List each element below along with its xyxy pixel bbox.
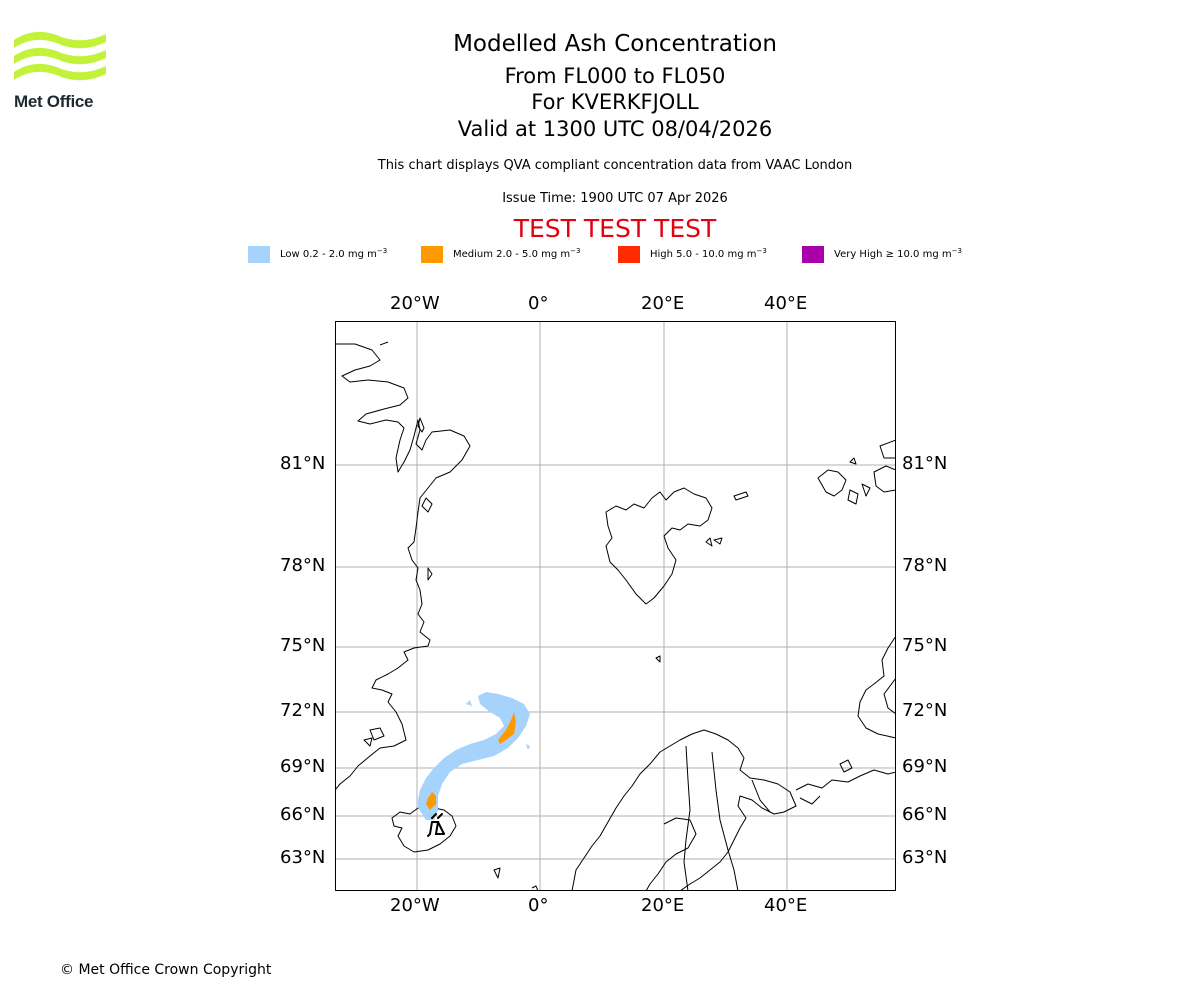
lat-label-right-72: 72°N [902,700,948,721]
legend-label-high: High 5.0 - 10.0 mg m [650,248,757,260]
lat-label-left-72: 72°N [280,700,326,721]
iceland-coast [391,807,457,853]
fjl-islet [849,457,857,465]
kolguev [839,759,853,773]
greenland-islet [369,727,385,741]
ash-low-plume [418,692,530,820]
shetland [531,885,539,891]
lat-label-left-63: 63°N [280,847,326,868]
fjl-islet [873,465,896,493]
franz-josef-land [817,469,847,497]
svalbard-islet [705,537,713,547]
legend-item-low: Low 0.2 - 2.0 mg m−3 [248,244,387,264]
greenland-islet [417,417,425,433]
issue-time: Issue Time: 1900 UTC 07 Apr 2026 [502,191,728,206]
logo-text: Met Office [14,92,94,111]
legend-label-very-high: Very High ≥ 10.0 mg m [834,248,952,260]
volcano-name: For KVERKFJOLL [531,90,699,114]
legend-swatch-high [618,245,640,263]
legend-label-low: Low 0.2 - 2.0 mg m [280,248,377,260]
bjornoya [655,655,661,663]
faroe-islands [493,867,501,879]
norway-sweden-border [683,745,691,891]
lat-label-right-78: 78°N [902,555,948,576]
ash-low-fragment [466,700,472,706]
sweden-finland-border [711,751,739,891]
lon-label-top-40e: 40°E [764,293,808,314]
lon-label-top-0: 0° [528,293,549,314]
lon-label-top-20e: 20°E [641,293,685,314]
russia-coast [795,769,896,791]
coastlines [335,341,896,891]
finland-russia-border [751,779,771,813]
lon-label-bottom-20w: 20°W [390,895,440,916]
scandinavia-coast [571,729,797,891]
ash-low-fragment [526,744,530,750]
lat-label-right-63: 63°N [902,847,948,868]
lat-label-left-69: 69°N [280,756,326,777]
legend-item-high: High 5.0 - 10.0 mg m−3 [618,244,767,264]
valid-time: Valid at 1300 UTC 08/04/2026 [457,117,773,141]
greenland-islet [363,737,373,747]
flight-levels: From FL000 to FL050 [504,64,726,88]
ash-medium-patch-north [498,712,516,744]
lon-label-bottom-20e: 20°E [641,895,685,916]
lat-label-right-66: 66°N [902,804,948,825]
chart-title: Modelled Ash Concentration [453,31,777,57]
greenland-islet [421,497,433,513]
met-office-logo: Met Office [14,30,109,114]
lon-label-top-20w: 20°W [390,293,440,314]
legend-item-medium: Medium 2.0 - 5.0 mg m−3 [421,244,580,264]
lat-label-left-81: 81°N [280,453,326,474]
map-frame [335,321,896,891]
legend-swatch-low [248,245,270,263]
fjl-islet [861,483,871,497]
legend-unit-exp-very-high: −3 [951,246,962,255]
legend-unit-exp-medium: −3 [570,246,581,255]
fjl-islet [879,439,896,459]
greenland-islet [427,567,433,581]
coast-fragment [379,341,389,346]
kola-coast [799,795,821,805]
lat-label-right-75: 75°N [902,635,948,656]
legend-swatch-medium [421,245,443,263]
lat-label-left-66: 66°N [280,804,326,825]
fjl-islet [847,489,859,505]
novaya-zemlya [857,635,896,739]
met-office-waves-icon [14,31,106,81]
svalbard-coast [605,487,713,605]
legend-label-medium: Medium 2.0 - 5.0 mg m [453,248,571,260]
svalbard-islet [713,537,723,545]
lat-label-right-69: 69°N [902,756,948,777]
ash-medium-patch-south [426,792,436,810]
copyright: © Met Office Crown Copyright [60,962,272,978]
legend-unit-exp-high: −3 [756,246,767,255]
lat-label-right-81: 81°N [902,453,948,474]
lat-label-left-75: 75°N [280,635,326,656]
lon-label-bottom-0: 0° [528,895,549,916]
novaya-zemlya-strait [883,677,896,715]
greenland-north-coast [335,343,471,791]
test-banner: TEST TEST TEST [513,214,717,243]
legend-swatch-very-high [802,245,824,263]
legend-item-very-high: Very High ≥ 10.0 mg m−3 [802,244,962,264]
chart-description: This chart displays QVA compliant concen… [377,158,853,173]
lat-label-left-78: 78°N [280,555,326,576]
lon-label-bottom-40e: 40°E [764,895,808,916]
svalbard-kvitoya [733,491,749,501]
legend-unit-exp-low: −3 [376,246,388,255]
volcano-icon [427,813,445,837]
ash-map [335,321,896,891]
gulf-of-bothnia-coast [645,817,697,891]
